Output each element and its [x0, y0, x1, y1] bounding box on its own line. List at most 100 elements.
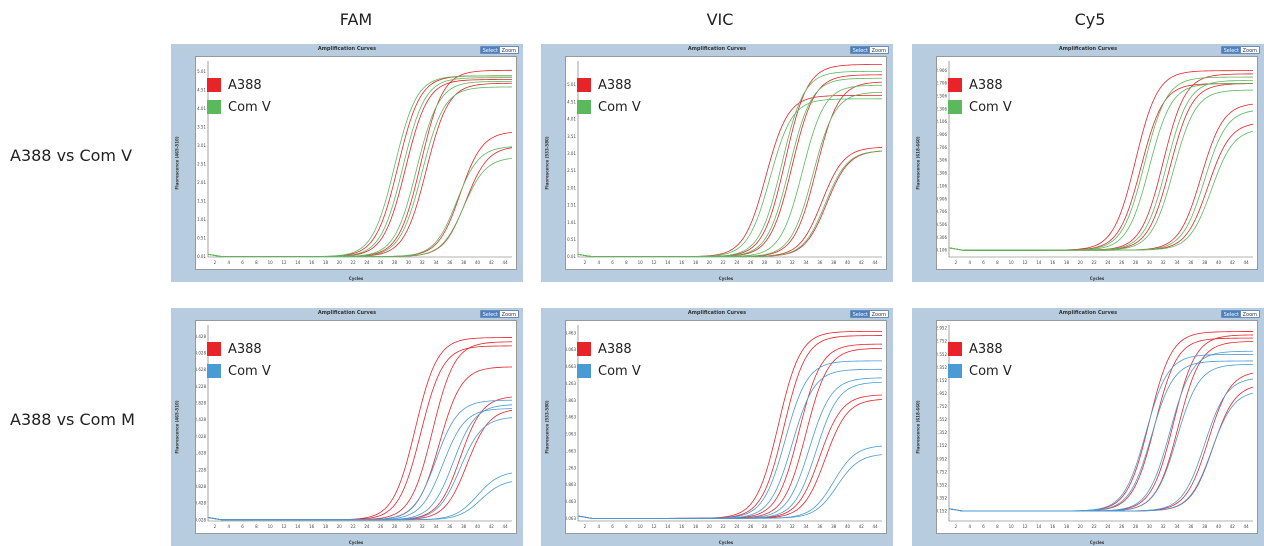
- y-tick-label: 2.106: [937, 119, 947, 124]
- zoom-button[interactable]: Zoom: [868, 46, 889, 54]
- chart-title: Amplification Curves: [1058, 310, 1118, 316]
- y-tick-label: 1.906: [937, 132, 947, 137]
- curve-com-m: [577, 381, 883, 519]
- x-tick-label: 4: [597, 524, 600, 529]
- y-tick-label: 3.51: [197, 125, 206, 130]
- x-tick-label: 42: [489, 524, 495, 529]
- curve-com-m: [207, 481, 513, 521]
- chart-svg: 2 4 6 8 10 12 14 16 18 20 22 24 26 28 30 32 34 36 38 40 42 44…: [937, 61, 1254, 265]
- x-tick-label: 24: [1105, 260, 1111, 265]
- x-tick-label: 32: [1161, 524, 1167, 529]
- y-tick-label: 2.01: [567, 185, 576, 190]
- legend-swatch: [948, 342, 962, 356]
- select-button[interactable]: Select: [849, 310, 871, 318]
- x-tick-label: 12: [1022, 260, 1028, 265]
- zoom-button[interactable]: Zoom: [1239, 310, 1260, 318]
- y-tick-label: 3.01: [567, 151, 576, 156]
- y-tick-label: 0.306: [937, 235, 947, 240]
- y-tick-label: 0.463: [566, 499, 576, 504]
- curve-com-m: [207, 472, 513, 521]
- y-tick-label: 1.01: [567, 220, 576, 225]
- x-tick-label: 16: [679, 260, 685, 265]
- select-button[interactable]: Select: [849, 46, 871, 54]
- y-axis-label-text: Fluorescence (465-510): [174, 400, 180, 454]
- x-tick-label: 32: [420, 260, 426, 265]
- legend-item: Com V: [207, 360, 271, 382]
- x-tick-label: 42: [489, 260, 495, 265]
- y-tick-label: 3.01: [197, 143, 206, 148]
- chart-title: Amplification Curves: [1058, 46, 1118, 52]
- x-tick-label: 22: [351, 260, 357, 265]
- column-title-cy5: Cy5: [1074, 10, 1106, 29]
- x-tick-label: 38: [1202, 260, 1208, 265]
- y-tick-label: 1.51: [197, 199, 206, 204]
- x-axis-label: Cycles: [1089, 540, 1105, 545]
- y-tick-label: 1.01: [197, 217, 206, 222]
- zoom-button[interactable]: Zoom: [498, 46, 519, 54]
- curve-com-m: [577, 445, 883, 519]
- x-tick-label: 4: [227, 524, 230, 529]
- plot-area[interactable]: 2 4 6 8 10 12 14 16 18 20 22 24 26 28 30 32 34 36 38 40 42 44…: [936, 320, 1258, 534]
- x-tick-label: 20: [1078, 260, 1084, 265]
- x-tick-label: 22: [721, 524, 727, 529]
- y-axis-label-text: Fluorescence (618-660): [915, 136, 921, 190]
- x-tick-label: 2: [584, 260, 587, 265]
- legend-label: Com V: [228, 99, 271, 115]
- zoom-button[interactable]: Zoom: [1239, 46, 1260, 54]
- x-tick-label: 8: [625, 260, 628, 265]
- x-tick-label: 32: [790, 524, 796, 529]
- x-tick-label: 44: [1244, 524, 1250, 529]
- plot-area[interactable]: 2 4 6 8 10 12 14 16 18 20 22 24 26 28 30 32 34 36 38 40 42 44…: [565, 56, 887, 270]
- zoom-button[interactable]: Zoom: [498, 310, 519, 318]
- plot-area[interactable]: 2 4 6 8 10 12 14 16 18 20 22 24 26 28 30 32 34 36 38 40 42 44…: [195, 56, 517, 270]
- plot-area[interactable]: 2 4 6 8 10 12 14 16 18 20 22 24 26 28 30 32 34 36 38 40 42 44…: [565, 320, 887, 534]
- y-tick-label: 2.352: [937, 365, 947, 370]
- plot-area[interactable]: 2 4 6 8 10 12 14 16 18 20 22 24 26 28 30 32 34 36 38 40 42 44…: [195, 320, 517, 534]
- legend: A388 Com V: [207, 338, 271, 382]
- axis-lines: [948, 325, 1253, 522]
- select-button[interactable]: Select: [479, 310, 501, 318]
- x-tick-label: 30: [776, 260, 782, 265]
- y-tick-label: 0.906: [937, 196, 947, 201]
- x-tick-label: 32: [420, 524, 426, 529]
- chart-svg: 2 4 6 8 10 12 14 16 18 20 22 24 26 28 30 32 34 36 38 40 42 44…: [197, 61, 513, 265]
- select-button[interactable]: Select: [1220, 46, 1242, 54]
- y-tick-label: 2.028: [196, 434, 206, 439]
- curve-a388: [207, 396, 513, 521]
- legend-label: A388: [969, 77, 1003, 93]
- legend-swatch: [577, 78, 591, 92]
- x-tick-label: 14: [665, 260, 671, 265]
- x-tick-label: 42: [859, 260, 865, 265]
- select-button[interactable]: Select: [479, 46, 501, 54]
- x-tick-label: 8: [996, 524, 999, 529]
- x-tick-label: 24: [1105, 524, 1111, 529]
- y-tick-label: 0.828: [196, 484, 206, 489]
- select-button[interactable]: Select: [1220, 310, 1242, 318]
- axis-lines: [577, 325, 882, 522]
- curve-a388: [577, 150, 883, 258]
- curve-a388: [577, 394, 883, 519]
- legend-item: A388: [577, 338, 641, 360]
- x-tick-label: 4: [968, 524, 971, 529]
- curve-a388: [948, 103, 1254, 251]
- y-tick-label: 4.428: [196, 334, 206, 339]
- x-tick-label: 36: [447, 524, 453, 529]
- y-tick-label: 4.51: [197, 88, 206, 93]
- x-tick-label: 16: [309, 260, 315, 265]
- legend-swatch: [948, 78, 962, 92]
- amplification-chart-3: Amplification Curves Select Zoom Fluorescen…: [912, 44, 1264, 282]
- y-tick-label: 1.706: [937, 145, 947, 150]
- y-tick-label: 0.706: [937, 209, 947, 214]
- x-tick-label: 44: [503, 260, 509, 265]
- curve-com-v: [207, 157, 513, 258]
- x-tick-label: 44: [873, 260, 879, 265]
- x-tick-label: 14: [665, 524, 671, 529]
- curve-com-m: [207, 404, 513, 521]
- plot-area[interactable]: 2 4 6 8 10 12 14 16 18 20 22 24 26 28 30 32 34 36 38 40 42 44…: [936, 56, 1258, 270]
- curve-a388: [948, 386, 1254, 512]
- x-tick-label: 2: [955, 260, 958, 265]
- y-tick-label: 0.952: [937, 456, 947, 461]
- zoom-button[interactable]: Zoom: [868, 310, 889, 318]
- y-tick-label: 0.01: [197, 254, 206, 259]
- amplification-chart-6: Amplification Curves Select Zoom Fluorescen…: [912, 308, 1264, 546]
